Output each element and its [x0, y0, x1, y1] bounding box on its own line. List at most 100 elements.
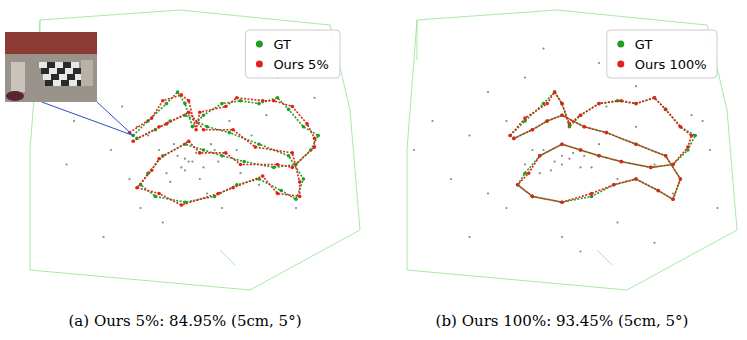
- trajectory-point: [187, 111, 191, 115]
- trajectory-point: [516, 183, 520, 187]
- trajectory-point: [619, 160, 623, 164]
- inset-chair: [81, 60, 93, 86]
- legend-box: [245, 30, 340, 78]
- trajectory-point: [679, 125, 683, 129]
- cloud-point: [468, 236, 470, 238]
- cloud-point: [505, 120, 507, 122]
- trajectory-point: [272, 166, 276, 170]
- trajectory-point: [634, 102, 638, 106]
- cloud-point: [147, 134, 149, 136]
- trajectory-point: [157, 125, 161, 129]
- trajectory-point: [228, 131, 232, 135]
- box-edge: [30, 270, 250, 290]
- inset-chair: [11, 62, 25, 92]
- cloud-point: [199, 178, 201, 180]
- inset-board: [61, 80, 69, 86]
- legend-marker: [617, 61, 624, 68]
- cloud-point: [413, 149, 415, 151]
- trajectory-point: [634, 102, 638, 106]
- trajectory-point: [619, 160, 623, 164]
- cloud-point: [635, 126, 637, 128]
- cloud-point: [524, 76, 526, 78]
- trajectory-point: [165, 102, 169, 106]
- trajectory: [133, 92, 318, 202]
- cloud-point: [169, 181, 171, 183]
- trajectory-point: [224, 105, 228, 109]
- trajectory-point: [664, 108, 668, 112]
- trajectory-point: [664, 108, 668, 112]
- trajectory-point: [671, 198, 675, 202]
- trajectory-point: [254, 145, 258, 149]
- cloud-point: [598, 143, 600, 145]
- trajectory-point: [165, 122, 169, 126]
- trajectory-point: [276, 163, 280, 167]
- trajectory-point: [512, 137, 516, 141]
- cloud-point: [265, 114, 267, 116]
- inset-board: [57, 68, 65, 74]
- cloud-point: [542, 149, 544, 151]
- cloud-point: [709, 149, 711, 151]
- inset-board: [59, 74, 67, 80]
- trajectory-point: [612, 183, 616, 187]
- trajectory-point: [671, 163, 675, 167]
- trajectory-point: [671, 163, 675, 167]
- cloud-point: [431, 120, 433, 122]
- inset-leader: [42, 102, 133, 136]
- trajectory-point: [582, 125, 586, 129]
- trajectory-point: [531, 195, 535, 199]
- trajectory-point: [191, 125, 195, 129]
- inset-board: [71, 62, 79, 68]
- trajectory-point: [508, 134, 512, 138]
- cloud-point: [140, 207, 142, 209]
- cloud-point: [716, 207, 718, 209]
- cloud-point: [583, 155, 585, 157]
- trajectory-point: [579, 148, 583, 152]
- box-edge: [407, 150, 408, 270]
- trajectory-point: [261, 174, 265, 178]
- trajectory-point: [568, 122, 572, 126]
- cloud-point: [162, 221, 164, 223]
- trajectory-point: [690, 134, 694, 138]
- trajectory-point: [545, 119, 549, 123]
- trajectory-point: [298, 195, 302, 199]
- trajectory-point: [553, 90, 557, 94]
- trajectory-point: [302, 177, 306, 181]
- cloud-point: [554, 161, 556, 163]
- box-edge: [40, 10, 180, 20]
- cloud-point: [228, 120, 230, 122]
- box-edge: [180, 10, 330, 25]
- cloud-point: [579, 250, 581, 252]
- cloud-point: [531, 149, 533, 151]
- cloud-point: [173, 143, 175, 145]
- trajectory-point: [261, 99, 265, 103]
- trajectory-point: [679, 125, 683, 129]
- trajectory-point: [198, 151, 202, 155]
- cloud-point: [635, 85, 637, 87]
- box-edge: [407, 270, 627, 290]
- caption: (b) Ours 100%: 93.45% (5cm, 5°): [436, 312, 689, 330]
- trajectory-point: [597, 102, 601, 106]
- trajectory-point: [131, 140, 135, 144]
- trajectory-point: [198, 111, 202, 115]
- inset-board: [63, 62, 71, 68]
- trajectory-point: [653, 96, 657, 100]
- cloud-point: [110, 149, 112, 151]
- legend-marker: [256, 41, 263, 48]
- cloud-point: [191, 161, 193, 163]
- panel: GTOurs 5%(a) Ours 5%: 84.95% (5cm, 5°): [5, 10, 360, 330]
- box-edge: [727, 110, 737, 230]
- trajectory-point: [272, 99, 276, 103]
- cloud-point: [653, 163, 655, 165]
- inset-board: [51, 74, 59, 80]
- trajectory-point: [634, 177, 638, 181]
- trajectory-point: [579, 113, 583, 117]
- trajectory-point: [693, 134, 697, 138]
- trajectory-point: [157, 192, 161, 196]
- caption: (a) Ours 5%: 84.95% (5cm, 5°): [68, 312, 301, 330]
- cloud-point: [295, 207, 297, 209]
- cloud-point: [561, 163, 563, 165]
- trajectory-point: [649, 166, 653, 170]
- trajectory-point: [538, 154, 542, 158]
- cloud-point: [561, 155, 563, 157]
- trajectory-point: [239, 99, 243, 103]
